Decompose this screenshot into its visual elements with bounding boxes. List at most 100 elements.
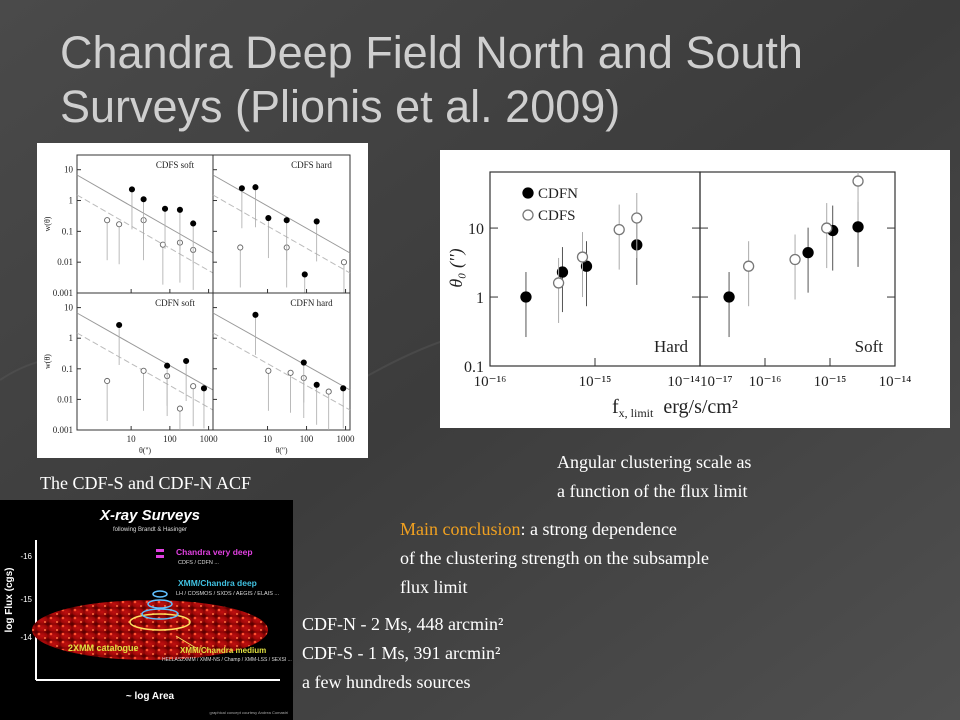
panel-label: Hard xyxy=(654,337,688,356)
y-axis-label: w(θ) xyxy=(43,216,52,231)
acf-figure: CDFS soft 10 1 0.1 0.01 0.001 w(θ) CDFS hard CDF… xyxy=(37,143,368,458)
caption: The CDF-S and CDF-N ACF xyxy=(40,473,251,493)
data-point xyxy=(104,217,111,224)
tier-fields: CDFS / CDFN ... xyxy=(178,560,219,566)
survey-ring xyxy=(129,613,191,631)
panel-frame xyxy=(212,292,351,431)
xray-survey-diagram: X-ray Surveys following Brandt & Hasinge… xyxy=(0,500,293,720)
data-point xyxy=(556,266,569,278)
diagram-y-tick: -14 xyxy=(20,633,32,642)
survey-ring xyxy=(152,590,168,598)
x-axis-label-main: f xyxy=(612,396,619,418)
y-tick-label: 0.1 xyxy=(464,359,484,376)
x-tick-label: 10⁻¹⁶ xyxy=(749,374,782,390)
x-tick-label: 100 xyxy=(163,434,177,444)
data-point xyxy=(140,367,147,374)
data-point xyxy=(265,215,272,222)
caption: Angular clustering scale as xyxy=(557,452,751,472)
data-point xyxy=(183,357,190,365)
data-point xyxy=(552,277,565,289)
data-point xyxy=(313,381,320,388)
data-point xyxy=(252,184,259,191)
model-line xyxy=(212,194,351,274)
figure-frame xyxy=(37,143,368,458)
x-tick-label: 100 xyxy=(300,434,314,444)
title-line: Chandra Deep Field North and South xyxy=(60,27,803,78)
x-axis-label: θ('') xyxy=(139,446,151,455)
conclusion-line: flux limit xyxy=(400,577,468,597)
model-line xyxy=(212,312,351,391)
conclusion-line: of the clustering strength on the subsam… xyxy=(400,548,709,568)
diagram-y-label: log Flux (cgs) xyxy=(4,568,15,633)
data-point xyxy=(580,260,593,272)
legend-marker xyxy=(522,187,534,199)
pointer xyxy=(175,635,197,649)
data-point xyxy=(852,221,864,233)
data-point xyxy=(265,367,272,374)
x-tick-label: 1000 xyxy=(200,434,219,444)
survey-ring xyxy=(141,608,179,620)
panel-title: CDFN soft xyxy=(155,298,195,308)
y-axis-label: θ₀ ('') xyxy=(446,248,467,287)
data-point xyxy=(821,222,833,234)
y-tick-label: 0.1 xyxy=(62,364,73,374)
tier-name: XMM/Chandra deep xyxy=(178,578,257,588)
model-line xyxy=(76,174,214,254)
diagram-y-tick: -15 xyxy=(20,595,32,604)
data-point xyxy=(238,185,245,192)
data-point xyxy=(159,241,166,248)
data-point xyxy=(161,205,169,212)
data-point xyxy=(104,377,111,385)
y-tick-label: 0.01 xyxy=(57,394,73,404)
y-tick-label: 1 xyxy=(69,196,74,206)
data-point xyxy=(287,369,294,376)
survey-line: CDF-N - 2 Ms, 448 arcmin² xyxy=(302,614,503,634)
panel-title: CDFS hard xyxy=(291,160,332,170)
data-point xyxy=(128,186,136,193)
y-tick-label: 1 xyxy=(69,333,74,343)
data-point xyxy=(300,359,307,366)
data-point xyxy=(802,247,814,259)
caption: a function of the flux limit xyxy=(557,481,747,501)
y-axis-label: w(θ) xyxy=(43,354,52,369)
data-point xyxy=(164,362,171,369)
y-tick-label: 1 xyxy=(476,290,484,307)
diagram-subtitle: following Brandt & Hasinger xyxy=(113,527,187,533)
x-axis-label: θ('') xyxy=(275,446,287,455)
y-tick-label: 0.001 xyxy=(53,425,73,435)
diagram-title: X-ray Surveys xyxy=(99,507,200,524)
survey-line: a few hundreds sources xyxy=(302,672,470,692)
data-point xyxy=(200,385,208,392)
x-axis-label-unit: erg/s/cm² xyxy=(663,396,738,418)
diagram-x-label: ~ log Area xyxy=(126,691,175,702)
data-point xyxy=(140,196,147,203)
data-point xyxy=(520,291,532,303)
x-tick-label: 10⁻¹⁴ xyxy=(879,374,912,390)
data-point xyxy=(237,244,244,251)
legend-label: CDFS xyxy=(538,208,576,224)
data-point xyxy=(190,220,197,227)
tier-fields: LH / COSMOS / SXDS / AEGIS / ELAIS ... xyxy=(176,591,279,597)
data-point xyxy=(576,251,589,263)
data-point xyxy=(340,259,348,266)
y-tick-label: 0.01 xyxy=(57,257,73,267)
model-line xyxy=(76,194,214,274)
data-point xyxy=(723,291,735,303)
x-tick-label: 10⁻¹⁵ xyxy=(814,374,847,390)
model-line xyxy=(76,312,214,391)
model-line xyxy=(212,332,351,411)
panel-title: CDFS soft xyxy=(156,160,195,170)
x-tick-label: 10 xyxy=(127,434,137,444)
data-point xyxy=(190,383,197,390)
data-point xyxy=(301,271,308,278)
data-point xyxy=(340,385,347,392)
conclusion-label: Main conclusion xyxy=(400,519,520,539)
y-tick-label: 0.001 xyxy=(53,288,73,298)
tier-fields: HELLAS2XMM / XMM-NS / Champ / XMM-LSS / … xyxy=(162,657,292,663)
data-point xyxy=(176,206,183,213)
x-tick-label: 10⁻¹⁶ xyxy=(474,374,507,390)
data-point xyxy=(852,175,864,187)
data-point xyxy=(116,221,123,228)
x-tick-label: 10⁻¹⁷ xyxy=(700,374,733,390)
catalogue-label: 2XMM catalogue xyxy=(68,643,139,653)
